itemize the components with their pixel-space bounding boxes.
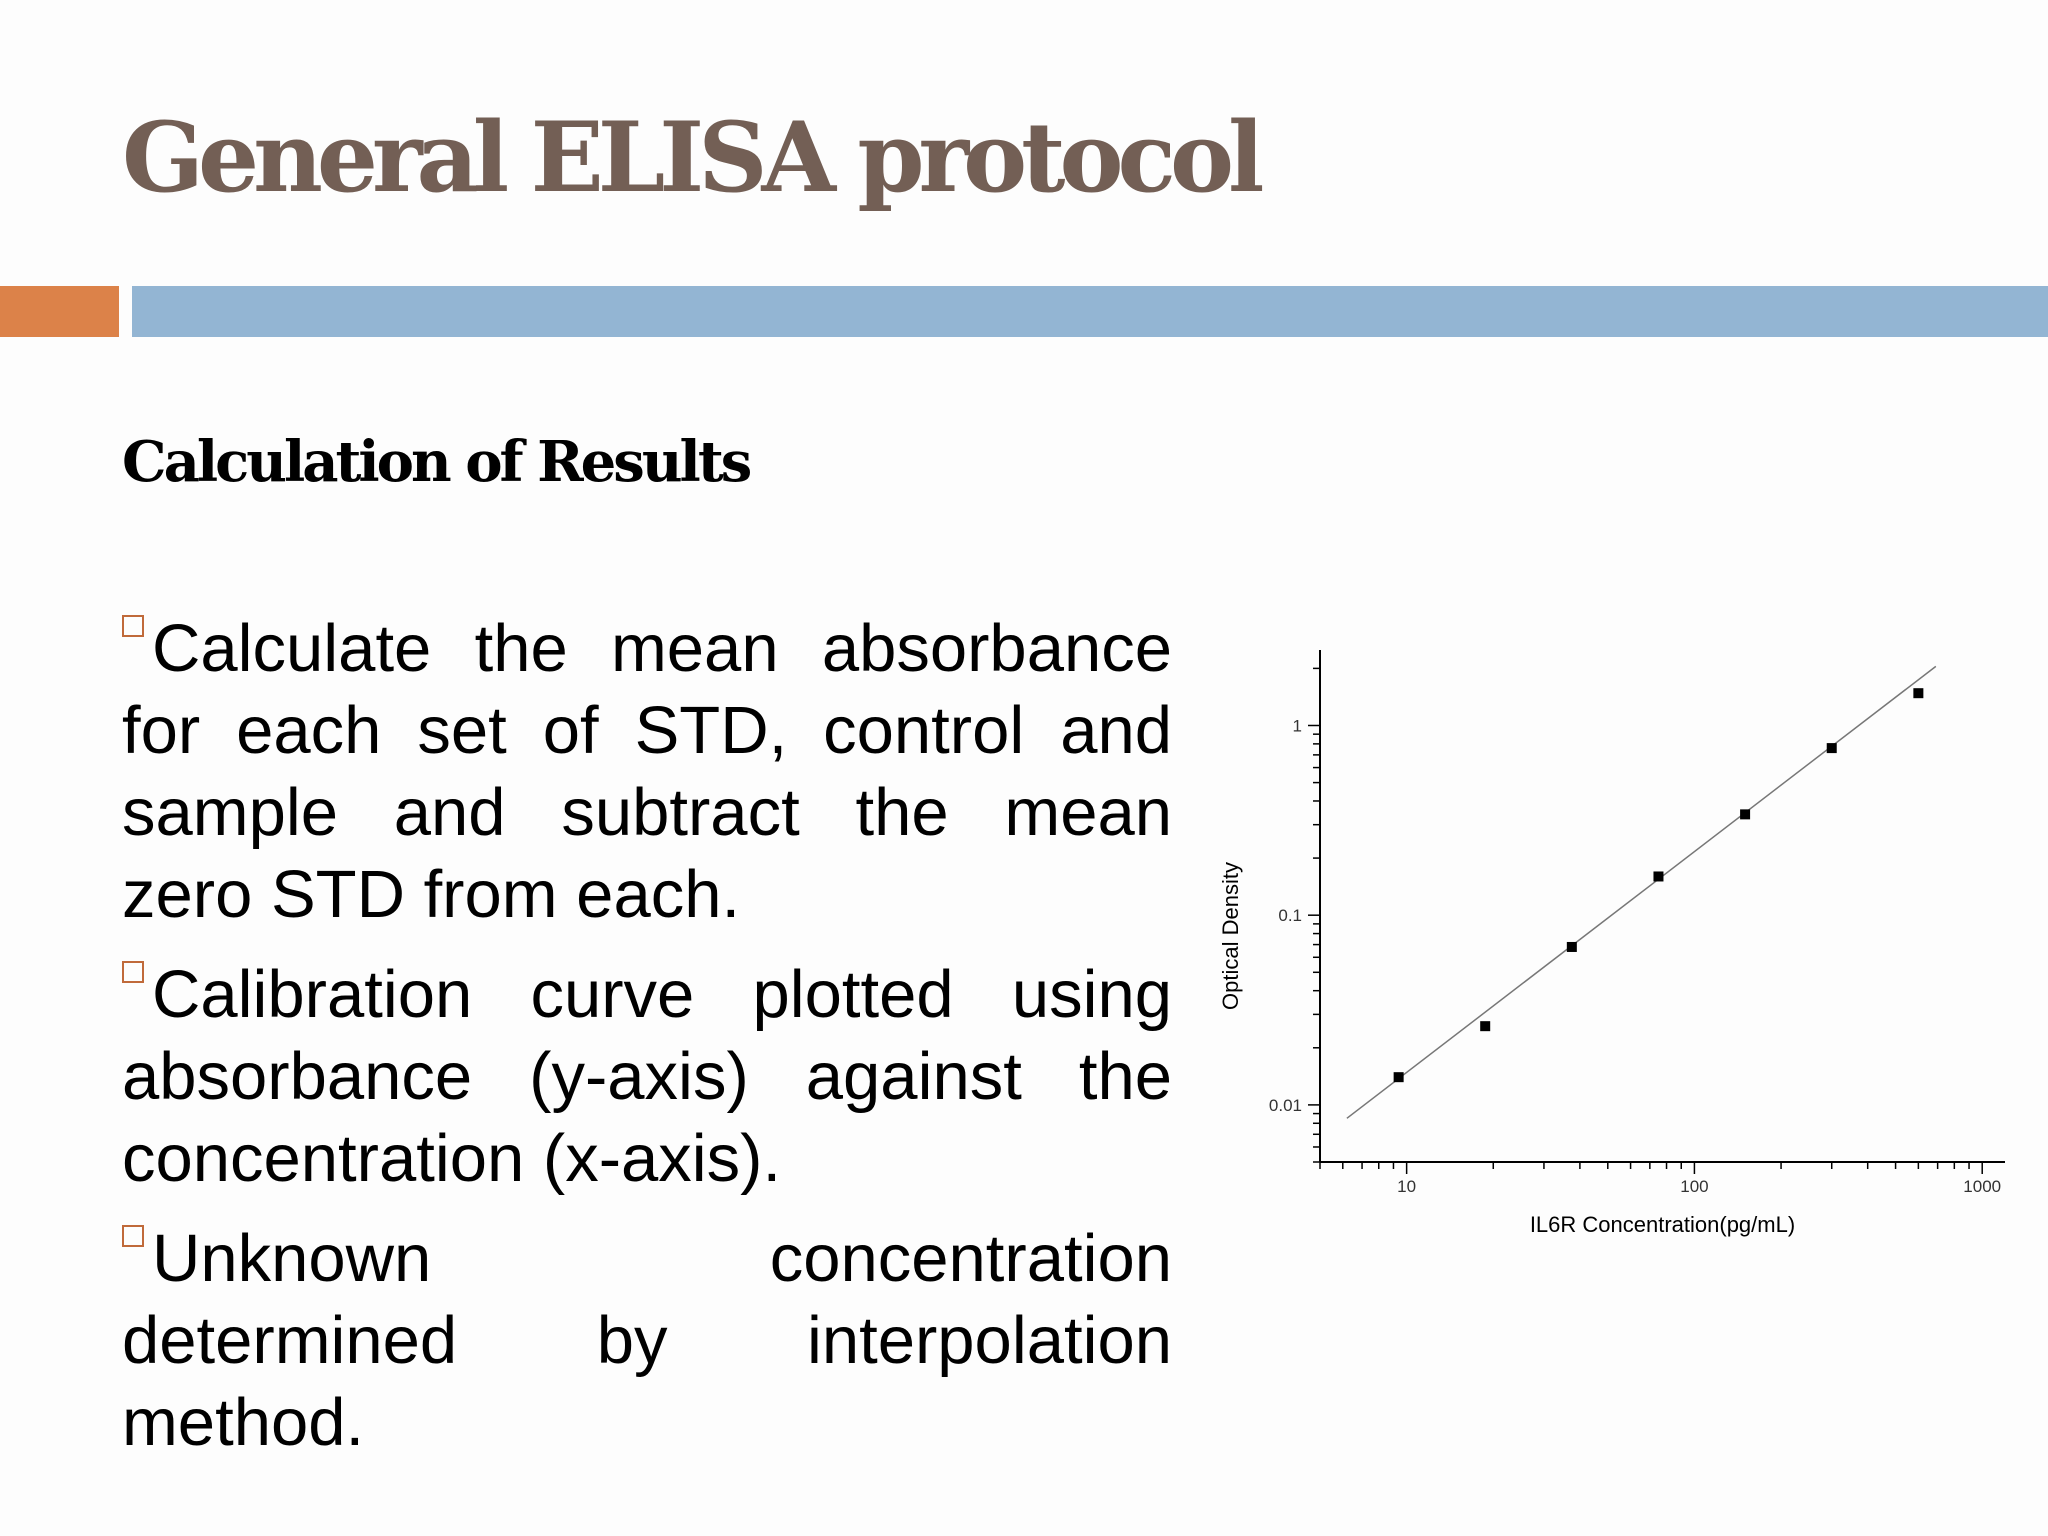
axis-ticks: 10 100 1000 0.01 0.1 1 (1269, 667, 2001, 1196)
hollow-square-bullet-icon (122, 961, 144, 983)
data-point (1480, 1021, 1491, 1032)
bullet-list: Calculate the mean absorbance for each s… (122, 608, 1172, 1482)
calibration-curve-chart: 10 100 1000 0.01 0.1 1 IL6R Concentration(pg/… (1218, 650, 2005, 1237)
section-heading: Calculation of Results (122, 429, 752, 495)
y-tick-label: 0.1 (1278, 906, 1302, 925)
bullet-item: Unknown concentration determined by inte… (122, 1218, 1172, 1464)
accent-bar-orange (0, 286, 119, 337)
x-tick-label: 10 (1397, 1177, 1416, 1196)
bullet-item: Calibration curve plotted using absorban… (122, 954, 1172, 1200)
bullet-text: Calculate the mean absorbance for each s… (122, 611, 1172, 932)
hollow-square-bullet-icon (122, 615, 144, 637)
y-tick-label: 1 (1293, 716, 1302, 735)
x-tick-label: 100 (1680, 1177, 1708, 1196)
fit-line (1346, 665, 1937, 1119)
data-point (1566, 941, 1577, 952)
bullet-text: Calibration curve plotted using absorban… (122, 957, 1172, 1196)
data-point (1740, 809, 1751, 820)
hollow-square-bullet-icon (122, 1225, 144, 1247)
accent-bar-blue (132, 286, 2048, 337)
slide-title: General ELISA protocol (122, 101, 1264, 214)
y-axis-label: Optical Density (1218, 862, 1243, 1010)
data-point (1913, 688, 1924, 699)
data-point (1653, 871, 1664, 882)
x-tick-label: 1000 (1963, 1177, 2001, 1196)
bullet-item: Calculate the mean absorbance for each s… (122, 608, 1172, 936)
bullet-text: Unknown concentration determined by inte… (122, 1221, 1172, 1460)
y-tick-label: 0.01 (1269, 1096, 1302, 1115)
data-point (1826, 743, 1837, 754)
data-points (1393, 688, 1924, 1083)
data-point (1393, 1072, 1404, 1083)
x-axis-label: IL6R Concentration(pg/mL) (1530, 1212, 1795, 1237)
